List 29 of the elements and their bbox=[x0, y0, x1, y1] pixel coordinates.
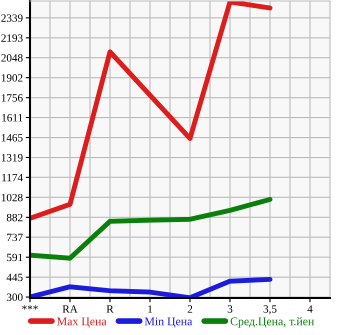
y-tick-label: 1902 bbox=[2, 74, 22, 82]
line-series bbox=[30, 1, 272, 221]
x-tick-label: *** bbox=[22, 305, 38, 310]
x-tick-label: 4 bbox=[307, 305, 313, 313]
x-tick-label: 3,5 bbox=[264, 305, 277, 314]
line-series bbox=[30, 196, 272, 261]
y-tick-label: 1319 bbox=[2, 154, 23, 162]
legend-label: Сред.Цена, т.йен bbox=[230, 317, 314, 328]
y-tick-label: 1174 bbox=[2, 174, 23, 182]
y-tick-label: 882 bbox=[6, 214, 22, 222]
x-tick-label: RA bbox=[62, 305, 78, 313]
legend-label: Max Цена bbox=[57, 317, 106, 328]
x-tick-label: R bbox=[106, 305, 114, 313]
y-tick-label: 1756 bbox=[2, 94, 23, 102]
y-tick-label: 1611 bbox=[2, 114, 22, 122]
y-tick-label: 445 bbox=[6, 274, 23, 282]
y-tick-label: 1028 bbox=[2, 194, 23, 202]
y-tick-label: 2193 bbox=[1, 34, 23, 42]
y-tick-label: 300 bbox=[6, 294, 23, 302]
x-tick-label: 2 bbox=[188, 305, 192, 313]
y-tick-label: 2048 bbox=[1, 54, 23, 62]
y-tick-label: 2339 bbox=[1, 14, 23, 22]
y-tick-label: 1465 bbox=[2, 134, 23, 142]
legend-label: Min Цена bbox=[144, 317, 192, 328]
line-series bbox=[30, 276, 272, 298]
y-tick-label: 591 bbox=[7, 254, 22, 262]
x-tick-label: 1 bbox=[148, 305, 152, 313]
y-tick-label: 737 bbox=[7, 234, 23, 242]
x-tick-label: 3 bbox=[228, 305, 232, 313]
